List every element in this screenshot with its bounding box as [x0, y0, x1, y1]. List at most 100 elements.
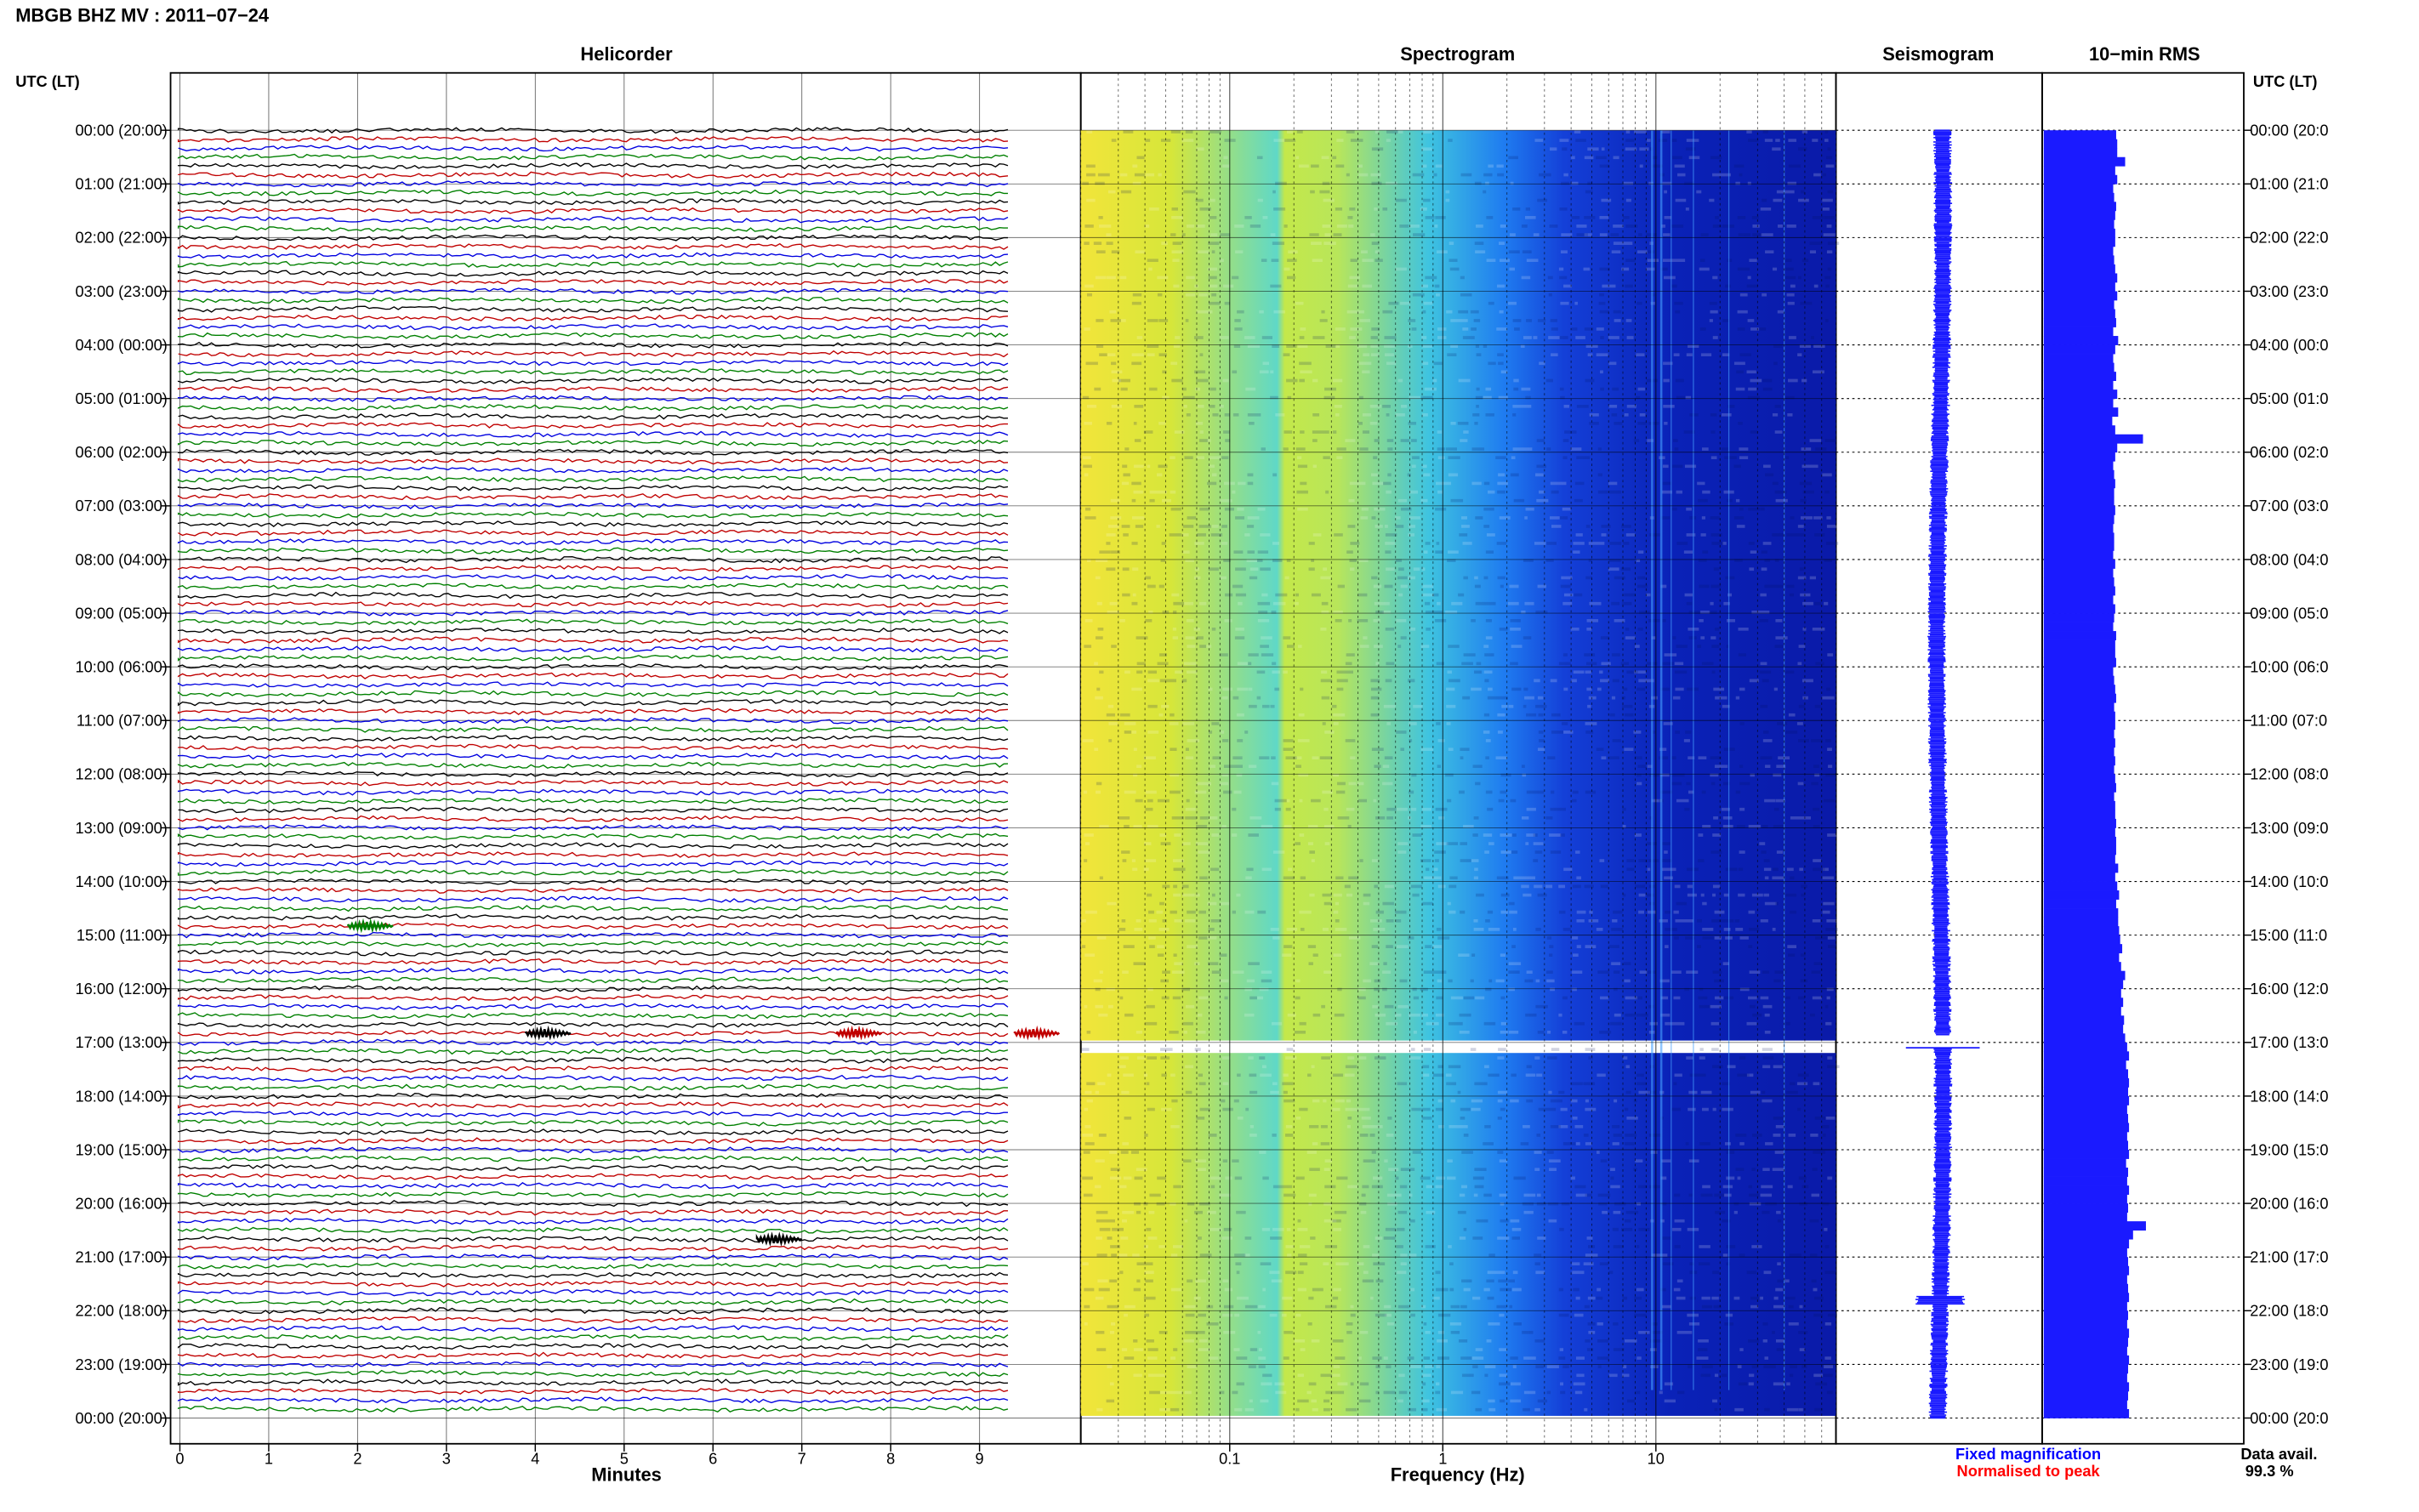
helicorder-trace-row	[177, 386, 1009, 394]
rms-bar	[2043, 192, 2114, 202]
helicorder-trace-row	[178, 412, 1009, 420]
rms-bar	[2043, 550, 2114, 560]
rms-bar	[2043, 1006, 2121, 1016]
helicorder-event	[347, 918, 394, 934]
left-hour-label: 17:00 (13:00)	[76, 1033, 168, 1051]
helicorder-trace-row	[177, 761, 1009, 769]
rms-bar	[2043, 765, 2114, 775]
left-hour-label: 23:00 (19:00)	[76, 1356, 168, 1373]
left-hour-label: 01:00 (21:00)	[76, 175, 168, 193]
rms-bar	[2043, 264, 2115, 274]
helicorder-trace-row	[178, 216, 1009, 224]
rms-bar	[2043, 354, 2114, 363]
helicorder-trace-row	[177, 815, 1009, 823]
helicorder-trace-row	[178, 573, 1009, 581]
right-hour-ticks: 00:00 (20:0 01:00 (21:0 02:00 (22:0 03:00 (…	[2243, 122, 2328, 1427]
rms-bar	[2043, 273, 2118, 283]
helicorder-trace-row	[177, 529, 1009, 537]
rms-bar	[2043, 255, 2114, 265]
rms-bar	[2043, 738, 2115, 748]
rms-bar	[2043, 1095, 2130, 1106]
rms-bar	[2043, 156, 2126, 167]
helicorder-trace-row	[177, 797, 1009, 804]
frequency-tick-label: 1	[1438, 1449, 1447, 1467]
left-hour-label: 10:00 (06:00)	[76, 658, 168, 676]
helicorder-trace-row	[177, 833, 1009, 840]
rms-bar	[2043, 782, 2116, 793]
right-hour-label: 00:00 (20:0	[2250, 1409, 2328, 1427]
helicorder-trace-row	[177, 600, 1009, 608]
helicorder-trace-row	[177, 484, 1009, 492]
rms-bar	[2043, 1400, 2127, 1410]
helicorder-trace-row	[177, 305, 1009, 313]
rms-bar	[2043, 443, 2118, 453]
rms-bar	[2043, 202, 2116, 212]
rms-bar	[2043, 702, 2114, 713]
helicorder-trace-row	[177, 422, 1009, 429]
helicorder-trace-row	[178, 368, 1009, 376]
frequency-axis-label: Frequency (Hz)	[1391, 1464, 1525, 1486]
helicorder-trace-row	[177, 699, 1009, 707]
minute-tick-label: 7	[798, 1449, 806, 1467]
helicorder-trace-row	[177, 958, 1009, 965]
rms-bar	[2043, 309, 2115, 319]
rms-bar	[2043, 1390, 2128, 1401]
helicorder-trace-row	[177, 878, 1009, 885]
right-hour-label: 16:00 (12:0	[2250, 980, 2328, 998]
helicorder-trace-row	[177, 753, 1009, 760]
rms-bar	[2043, 667, 2114, 677]
rms-bar	[2043, 970, 2126, 981]
rms-bar	[2043, 1060, 2126, 1070]
helicorder-event	[525, 1025, 572, 1041]
helicorder-trace-row	[177, 1083, 1009, 1091]
helicorder-trace-row	[177, 448, 1009, 456]
helicorder-trace-row	[177, 779, 1009, 787]
helicorder-trace-row	[177, 1253, 1009, 1261]
left-hour-label: 22:00 (18:00)	[76, 1302, 168, 1320]
rms-bar	[2043, 952, 2120, 963]
helicorder-trace-row	[177, 583, 1009, 590]
helicorder-trace-row	[177, 180, 1009, 188]
helicorder-trace-row	[177, 1145, 1009, 1154]
helicorder-trace-row	[177, 458, 1009, 465]
rms-bar	[2043, 899, 2116, 909]
spectrogram-title: Spectrogram	[1400, 43, 1515, 65]
rms-bar	[2043, 327, 2114, 337]
helicorder-trace-row	[177, 270, 1009, 277]
left-hour-label: 02:00 (22:00)	[76, 229, 168, 247]
station-title: MBGB BHZ MV : 2011−07−24	[15, 5, 270, 26]
helicorder-trace-row	[177, 537, 1009, 546]
rms-bar	[2043, 541, 2114, 551]
right-hour-label: 14:00 (10:0	[2250, 873, 2328, 890]
rms-bar	[2043, 219, 2114, 230]
helicorder-trace-row	[177, 475, 1009, 483]
rms-bar	[2043, 685, 2115, 695]
minute-tick-label: 4	[531, 1449, 539, 1467]
rms-bar	[2043, 1158, 2126, 1168]
helicorder-trace-row	[177, 1406, 1009, 1413]
rms-bar	[2043, 1283, 2128, 1293]
helicorder-trace-row	[177, 323, 1009, 331]
rms-bar	[2043, 1212, 2127, 1222]
helicorder-trace-row	[177, 627, 1009, 635]
rms-bar	[2043, 1150, 2130, 1159]
rms-bar	[2043, 890, 2120, 900]
rms-bar	[2043, 1301, 2127, 1311]
helicorder-trace-row	[177, 949, 1009, 957]
helicorder-trace-row	[177, 279, 1009, 286]
rms-bar	[2043, 998, 2124, 1008]
rms-bar	[2043, 237, 2115, 247]
helicorder-trace-row	[177, 654, 1009, 662]
helicorder-trace-row	[178, 555, 1009, 564]
rms-bar	[2043, 729, 2114, 739]
rms-bar	[2043, 479, 2115, 489]
rms-bar	[2043, 1024, 2124, 1034]
rms-bar	[2043, 657, 2116, 668]
helicorder-trace-row	[177, 1343, 1009, 1350]
rms-bar	[2043, 881, 2118, 891]
rms-bar	[2043, 1123, 2130, 1133]
right-hour-label: 10:00 (06:0	[2250, 658, 2328, 676]
left-hour-label: 03:00 (23:00)	[76, 282, 168, 300]
helicorder-trace-row	[177, 341, 1009, 349]
helicorder-trace-row	[177, 1271, 1009, 1279]
